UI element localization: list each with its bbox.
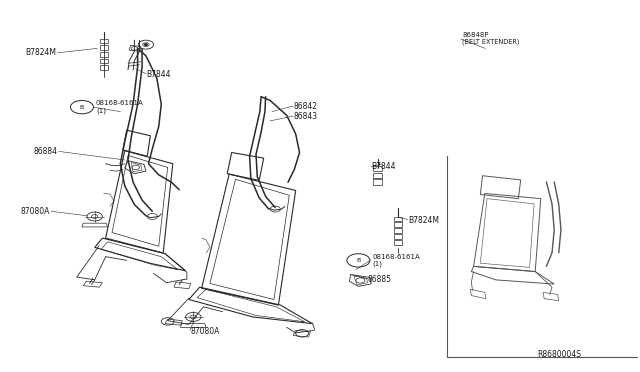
Circle shape	[145, 44, 147, 45]
Text: (1): (1)	[372, 261, 383, 267]
Text: 08168-6161A: 08168-6161A	[96, 100, 144, 106]
Text: 87080A: 87080A	[191, 327, 220, 336]
Text: B7844: B7844	[146, 70, 170, 79]
Text: B7844: B7844	[371, 162, 396, 171]
Text: R8680004S: R8680004S	[538, 350, 582, 359]
Text: B: B	[356, 258, 360, 263]
Text: 86848P: 86848P	[462, 32, 488, 38]
Text: 08168-6161A: 08168-6161A	[372, 254, 420, 260]
Text: 86885: 86885	[368, 275, 392, 284]
Text: B: B	[80, 105, 84, 110]
Text: 87080A: 87080A	[20, 207, 50, 216]
Text: 86842: 86842	[293, 102, 317, 110]
Text: B7824M: B7824M	[408, 216, 439, 225]
Text: 86843: 86843	[293, 112, 317, 121]
Text: (1): (1)	[96, 108, 106, 114]
Text: B7824M: B7824M	[26, 48, 56, 57]
Text: (BELT EXTENDER): (BELT EXTENDER)	[462, 39, 520, 45]
Text: 86884: 86884	[33, 147, 58, 156]
